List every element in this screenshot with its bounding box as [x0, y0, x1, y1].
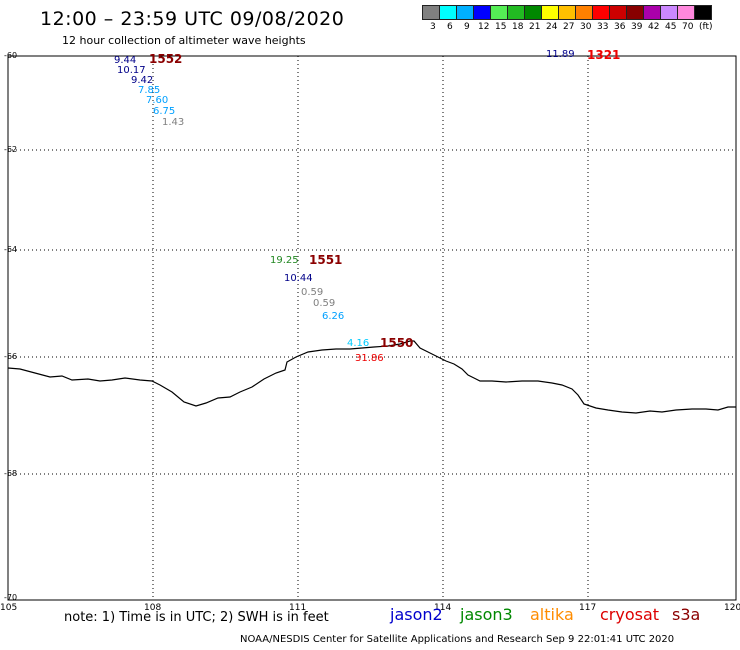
legend-label: 9 — [464, 22, 470, 32]
satellite-s3a: s3a — [672, 605, 701, 624]
swh-label: 11.89 — [546, 49, 575, 60]
y-tick-label: -68 — [4, 469, 18, 478]
y-tick-label: -64 — [4, 245, 18, 254]
plot-frame — [7, 55, 737, 601]
legend-swatch — [694, 5, 712, 20]
legend-label: 45 — [665, 22, 677, 32]
legend-label: 36 — [614, 22, 626, 32]
legend-label: 24 — [546, 22, 558, 32]
swh-label: 6.75 — [153, 106, 176, 117]
pass-id-label: 1321 — [587, 48, 621, 62]
legend-label: 21 — [529, 22, 541, 32]
swh-label: 6.26 — [322, 311, 345, 322]
map-title: 12:00 – 23:59 UTC 09/08/2020 — [40, 8, 345, 30]
legend-label: 3 — [430, 22, 436, 32]
x-tick-label: 117 — [579, 603, 597, 613]
satellite-altika: altika — [530, 605, 574, 624]
legend-label: 6 — [447, 22, 453, 32]
swh-label: 4.16 — [347, 338, 370, 349]
swh-label: 19.25 — [270, 255, 299, 266]
satellite-jason2: jason2 — [390, 605, 443, 624]
swh-label: 31.86 — [355, 353, 384, 364]
color-legend — [422, 5, 712, 20]
swh-label: 9.44 — [114, 55, 137, 66]
legend-label: 27 — [563, 22, 575, 32]
footer-note: note: 1) Time is in UTC; 2) SWH is in fe… — [64, 610, 329, 625]
legend-label: 30 — [580, 22, 592, 32]
swh-label: 1.43 — [162, 117, 185, 128]
gridlines — [8, 56, 736, 600]
swh-label: 0.59 — [313, 298, 336, 309]
x-tick-label: 120 — [724, 603, 740, 613]
legend-label: 39 — [631, 22, 643, 32]
y-tick-label: -66 — [4, 352, 18, 361]
coastline — [7, 340, 736, 414]
x-tick-label: 114 — [434, 603, 452, 613]
legend-label: 70 — [682, 22, 694, 32]
x-tick-label: 105 — [0, 603, 18, 613]
swh-label: 7.85 — [138, 85, 161, 96]
satellite-cryosat: cryosat — [600, 605, 660, 624]
y-tick-label: -62 — [4, 145, 18, 154]
y-tick-label: -60 — [4, 51, 18, 60]
legend-label: 42 — [648, 22, 660, 32]
satellite-jason3: jason3 — [460, 605, 513, 624]
swh-label: 9.42 — [131, 75, 154, 86]
x-tick-label: 108 — [144, 603, 162, 613]
map-subtitle: 12 hour collection of altimeter wave hei… — [62, 34, 306, 47]
x-tick-label: 111 — [289, 603, 307, 613]
swh-label: 10.17 — [117, 65, 146, 76]
swh-label: 0.59 — [301, 287, 324, 298]
pass-id-label: 1551 — [309, 253, 343, 267]
legend-label: (ft) — [699, 22, 713, 32]
legend-label: 33 — [597, 22, 609, 32]
credit-line: NOAA/NESDIS Center for Satellite Applica… — [240, 634, 675, 645]
legend-label: 12 — [478, 22, 490, 32]
swh-label: 10.44 — [284, 273, 313, 284]
legend-label: 18 — [512, 22, 524, 32]
pass-id-label: 1552 — [149, 52, 183, 66]
swh-label: 7.60 — [146, 95, 169, 106]
legend-label: 15 — [495, 22, 507, 32]
y-tick-label: -70 — [4, 593, 18, 602]
pass-id-label: 1550 — [380, 336, 414, 350]
